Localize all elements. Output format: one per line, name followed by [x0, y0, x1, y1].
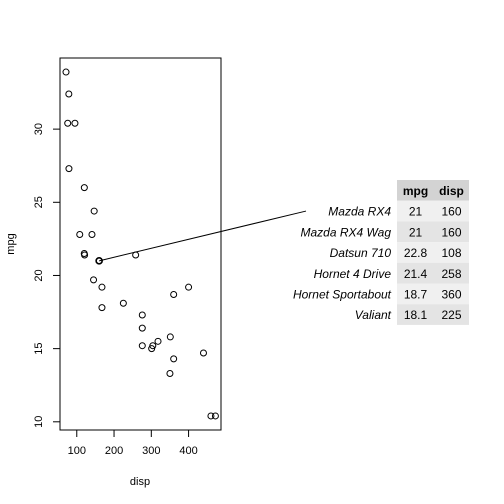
y-tick-label: 25: [33, 196, 45, 208]
table-cell: 360: [441, 288, 461, 302]
data-point: [98, 304, 106, 312]
table-cell: 21.4: [404, 267, 428, 281]
data-point: [170, 355, 178, 363]
table-cell-bg: [434, 242, 469, 263]
data-point: [65, 165, 73, 173]
x-tick-label: 100: [68, 445, 86, 457]
data-point: [199, 349, 207, 357]
x-tick-label: 200: [105, 445, 123, 457]
table-column-header: disp: [439, 184, 464, 198]
data-point: [211, 412, 219, 420]
x-axis: 100 200 300 400: [68, 429, 198, 457]
data-point: [138, 324, 146, 332]
y-tick-label: 20: [33, 269, 45, 281]
data-point: [170, 290, 178, 298]
table-column-header: mpg: [403, 184, 428, 198]
y-tick-label: 15: [33, 343, 45, 355]
x-axis-label: disp: [130, 476, 150, 488]
data-point: [76, 230, 84, 238]
table-cell-bg: [397, 221, 434, 243]
table-row-name: Mazda RX4 Wag: [301, 225, 392, 239]
table-cell: 225: [441, 308, 461, 322]
data-point: [207, 412, 215, 420]
highlighted-point: [95, 257, 103, 265]
table-cell: 22.8: [404, 246, 428, 260]
table-cell-bg: [397, 283, 434, 305]
table-cell: 160: [441, 205, 461, 219]
y-axis-label: mpg: [5, 233, 17, 254]
table-cell-bg: [397, 200, 434, 222]
data-point: [81, 251, 89, 259]
table-cell: 18.7: [404, 288, 428, 302]
y-axis: 10 15 20 25 30: [33, 123, 61, 428]
data-point: [80, 184, 88, 192]
data-point: [98, 283, 106, 291]
table-cell-bg: [434, 200, 469, 222]
y-tick-label: 30: [33, 123, 45, 135]
data-point: [138, 342, 146, 350]
data-point: [88, 230, 96, 238]
x-tick-label: 400: [179, 445, 197, 457]
data-table: mpg disp Mazda RX4 21 160 Mazda RX4 Wag 21 160 D…: [293, 180, 469, 325]
data-point: [65, 90, 73, 98]
table-cell-bg: [397, 304, 434, 325]
table-row-name: Hornet Sportabout: [293, 288, 392, 302]
connector-line: [99, 210, 307, 262]
table-cell: 108: [441, 246, 461, 260]
data-point: [64, 119, 72, 127]
y-tick-label: 10: [33, 416, 45, 428]
table-cell: 160: [441, 225, 461, 239]
data-point: [90, 207, 98, 215]
table-cell-bg: [434, 221, 469, 243]
table-row-name: Valiant: [355, 308, 392, 322]
data-point: [148, 345, 156, 353]
data-points: [62, 68, 219, 420]
table-cell: 21: [409, 225, 423, 239]
data-point: [71, 119, 79, 127]
table-header-cell: [397, 180, 434, 201]
data-point: [62, 68, 70, 76]
table-header-cell: [434, 180, 469, 201]
data-point: [138, 311, 146, 319]
table-cell-bg: [397, 262, 434, 284]
table-cell-bg: [434, 283, 469, 305]
table-row-name: Mazda RX4: [328, 205, 391, 219]
data-point: [185, 283, 193, 291]
table-cell-bg: [434, 304, 469, 325]
x-tick-label: 300: [142, 445, 160, 457]
data-point: [119, 299, 127, 307]
table-row-name: Datsun 710: [330, 246, 392, 260]
data-point: [90, 276, 98, 284]
data-point: [154, 337, 162, 345]
table-cell: 258: [441, 267, 461, 281]
data-point: [166, 370, 174, 378]
data-point: [166, 333, 174, 341]
table-cell-bg: [434, 262, 469, 284]
table-row-name: Hornet 4 Drive: [314, 267, 392, 281]
table-cell: 18.1: [404, 308, 428, 322]
plot-frame: [59, 57, 222, 431]
table-cell-bg: [397, 242, 434, 263]
table-cell: 21: [409, 205, 423, 219]
